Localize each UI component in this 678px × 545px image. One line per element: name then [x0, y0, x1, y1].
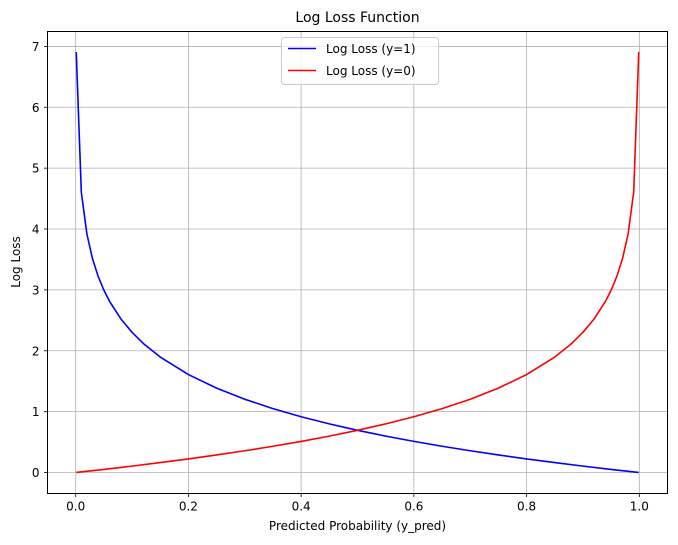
chart-title: Log Loss Function: [295, 10, 419, 26]
legend-label-y1: Log Loss (y=1): [326, 42, 416, 56]
legend-frame: [281, 37, 439, 85]
y-axis-label: Log Loss: [9, 236, 23, 288]
y-tick-label: 6: [32, 101, 40, 115]
x-tick-label: 0.4: [292, 500, 311, 514]
y-tick-label: 4: [32, 223, 40, 237]
x-tick-label: 0.8: [517, 500, 536, 514]
series-line-y0: [76, 51, 640, 474]
x-tick-label: 0.2: [179, 500, 198, 514]
x-tick-label: 0.0: [66, 500, 85, 514]
x-tick-label: 0.6: [404, 500, 423, 514]
legend-label-y0: Log Loss (y=0): [326, 64, 416, 78]
x-axis-ticks: 0.0 0.2 0.4 0.6 0.8 1.0: [66, 493, 649, 514]
legend: Log Loss (y=1) Log Loss (y=0): [281, 37, 439, 85]
y-tick-label: 2: [32, 344, 40, 358]
y-tick-label: 7: [32, 40, 40, 54]
series-group: [75, 51, 640, 474]
plot-frame: [47, 31, 668, 494]
x-axis-label: Predicted Probability (y_pred): [269, 519, 446, 533]
y-tick-label: 3: [32, 283, 40, 297]
y-tick-label: 5: [32, 162, 40, 176]
series-line-y1: [75, 51, 639, 474]
y-tick-label: 1: [32, 405, 40, 419]
y-axis-ticks: 0 1 2 3 4 5 6 7: [32, 40, 48, 480]
x-tick-label: 1.0: [630, 500, 649, 514]
y-tick-label: 0: [32, 466, 40, 480]
